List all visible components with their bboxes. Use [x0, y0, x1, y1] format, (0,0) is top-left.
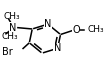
Text: N: N	[54, 43, 61, 53]
Text: CH₃: CH₃	[88, 25, 105, 34]
Text: N: N	[9, 23, 17, 33]
Text: N: N	[44, 19, 52, 29]
Text: CH₃: CH₃	[1, 32, 18, 41]
Text: O: O	[72, 25, 80, 35]
Text: Br: Br	[2, 47, 13, 57]
Text: CH₃: CH₃	[4, 12, 21, 21]
